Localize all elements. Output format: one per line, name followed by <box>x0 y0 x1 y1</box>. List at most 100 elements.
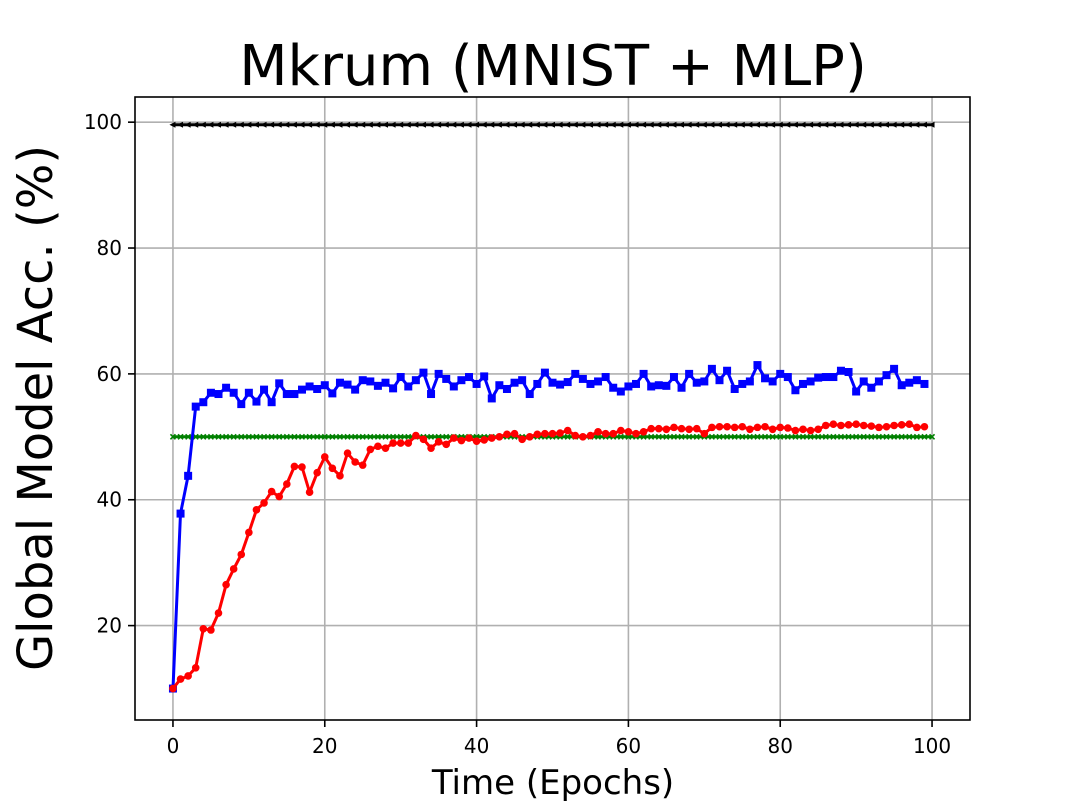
data-point <box>207 626 215 634</box>
data-point <box>807 121 814 128</box>
data-point <box>799 121 806 128</box>
data-point <box>601 373 610 382</box>
data-point <box>708 433 715 440</box>
data-point <box>276 433 283 440</box>
data-point <box>830 433 837 440</box>
data-point <box>723 121 730 128</box>
data-point <box>579 121 586 128</box>
data-point <box>510 429 519 438</box>
data-point <box>814 121 821 128</box>
data-point <box>290 121 297 128</box>
data-point <box>693 433 700 440</box>
data-point <box>290 390 299 399</box>
data-point <box>495 121 502 128</box>
series-2 <box>168 361 929 693</box>
data-point <box>450 434 458 442</box>
data-point <box>329 433 336 440</box>
data-point <box>700 429 709 438</box>
data-point <box>207 433 214 440</box>
data-point <box>351 458 359 466</box>
data-point <box>906 433 913 440</box>
data-point <box>389 439 397 447</box>
data-point <box>222 383 231 392</box>
data-point <box>806 377 815 386</box>
data-point <box>480 372 489 381</box>
data-point <box>837 121 844 128</box>
data-point <box>518 435 526 444</box>
data-point <box>769 121 776 128</box>
data-point <box>314 433 321 440</box>
data-point <box>405 433 412 440</box>
data-point <box>336 121 343 128</box>
data-point <box>526 121 533 128</box>
data-point <box>351 121 358 128</box>
data-point <box>564 433 571 440</box>
data-point <box>867 383 876 392</box>
data-point <box>685 425 693 434</box>
data-point <box>852 387 861 396</box>
x-tick-label: 20 <box>312 734 337 758</box>
data-point <box>488 121 495 128</box>
data-point <box>223 433 230 440</box>
data-point <box>237 400 246 409</box>
data-point <box>382 433 389 440</box>
data-point <box>875 121 882 128</box>
data-point <box>268 121 275 128</box>
data-point <box>275 379 284 388</box>
data-point <box>510 378 519 387</box>
data-point <box>822 121 829 128</box>
data-point <box>200 433 207 440</box>
data-point <box>845 433 852 440</box>
data-point <box>617 121 624 128</box>
data-point <box>404 439 413 447</box>
data-point <box>344 433 351 440</box>
y-tick-label: 80 <box>97 236 122 260</box>
data-point <box>594 427 602 436</box>
data-point <box>352 433 359 440</box>
data-point <box>374 442 382 451</box>
data-point <box>419 368 428 377</box>
data-point <box>617 433 624 440</box>
data-point <box>730 384 739 393</box>
data-point <box>244 388 253 397</box>
data-point <box>283 433 290 440</box>
data-point <box>716 121 722 128</box>
data-point <box>434 369 443 378</box>
data-point <box>821 421 830 430</box>
data-point <box>662 425 671 434</box>
data-point <box>815 433 822 440</box>
data-point <box>495 381 504 390</box>
data-point <box>556 121 563 128</box>
data-point <box>905 121 912 128</box>
series-0 <box>169 121 935 128</box>
data-point <box>776 121 783 128</box>
data-point <box>776 423 785 432</box>
data-point <box>472 379 481 388</box>
data-point <box>677 383 686 392</box>
data-point <box>640 121 647 128</box>
data-point <box>260 121 267 128</box>
ticks: 0 20 40 60 80 100 20 40 60 80 100 <box>84 110 951 758</box>
data-point <box>724 433 731 440</box>
x-tick-label: 60 <box>616 734 641 758</box>
data-point <box>905 420 914 429</box>
data-point <box>298 121 305 128</box>
data-point <box>245 433 252 440</box>
data-point <box>799 425 807 434</box>
data-point <box>769 433 776 440</box>
data-point <box>457 436 466 445</box>
data-point <box>799 379 807 388</box>
data-point <box>791 386 800 395</box>
data-point <box>890 121 897 128</box>
data-point <box>328 464 337 473</box>
data-point <box>700 377 709 386</box>
data-point <box>533 430 542 439</box>
data-point <box>230 121 237 128</box>
data-point <box>275 121 282 128</box>
y-tick-label: 40 <box>97 488 122 512</box>
grid <box>135 97 970 720</box>
data-point <box>761 433 769 440</box>
data-point <box>511 121 518 128</box>
data-point <box>443 433 450 440</box>
x-tick-label: 0 <box>167 734 180 758</box>
